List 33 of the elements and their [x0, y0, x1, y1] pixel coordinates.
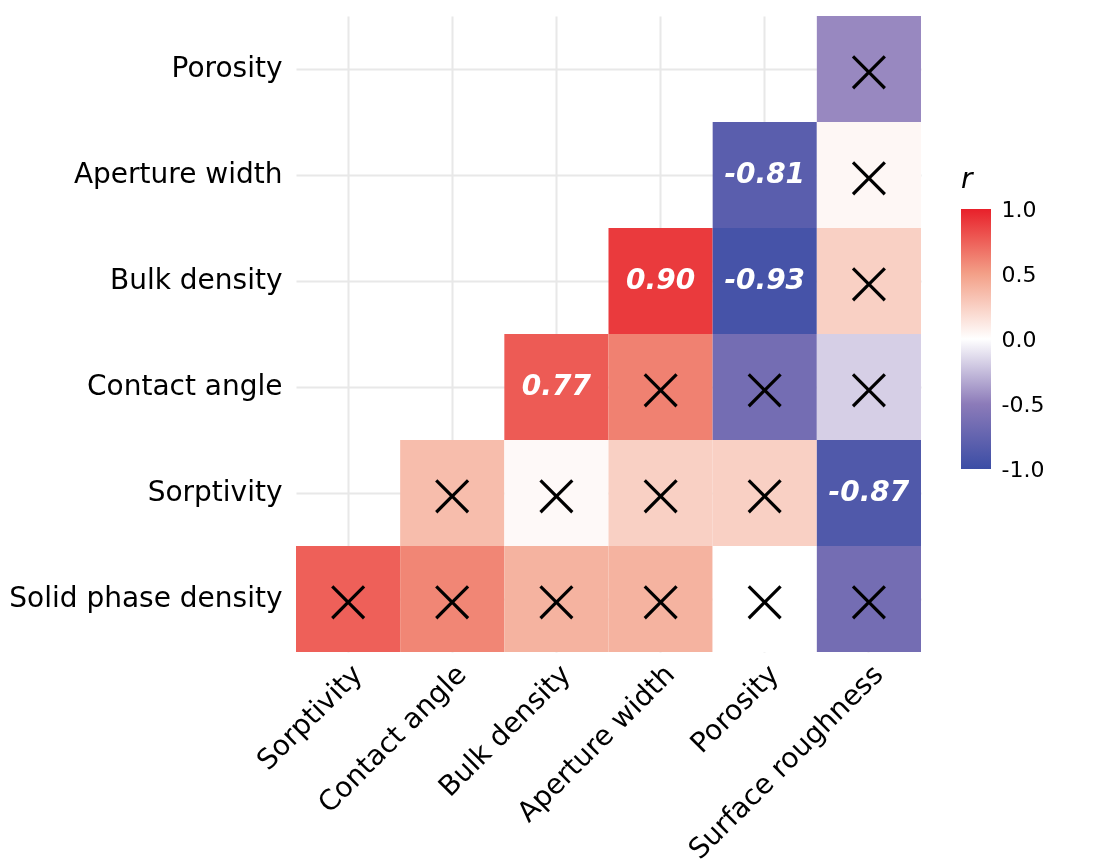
data-label: × [841, 350, 897, 427]
color-bar-label: -0.5 [1001, 391, 1045, 417]
data-label: × [841, 562, 897, 639]
color-bar-label: 1.0 [1001, 196, 1037, 222]
data-label: × [737, 350, 793, 427]
data-label: × [737, 562, 793, 639]
data-label: × [737, 456, 793, 533]
data-label: 0.77 [521, 369, 592, 402]
data-label: × [632, 350, 689, 427]
color-bar-title: r [961, 162, 974, 195]
data-label: 0.90 [626, 263, 696, 296]
data-label: × [528, 562, 585, 639]
data-label: × [424, 562, 480, 639]
color-bar-label: 0.5 [1001, 261, 1037, 287]
data-label: -0.81 [724, 157, 806, 190]
color-bar-label: 0.0 [1001, 326, 1037, 352]
y-tick-label: Solid phase density [9, 581, 283, 614]
data-label: -0.87 [828, 475, 910, 508]
data-label: × [841, 244, 897, 321]
data-label: × [841, 32, 897, 109]
data-label: × [632, 562, 689, 639]
y-tick-label: Porosity [171, 51, 283, 84]
data-label: -0.93 [724, 263, 806, 296]
data-label: × [841, 138, 897, 215]
y-tick-label: Aperture width [73, 157, 283, 190]
data-label: × [424, 456, 480, 533]
color-bar-label: -1.0 [1001, 456, 1045, 482]
data-label: × [528, 456, 585, 533]
y-tick-label: Bulk density [109, 263, 283, 296]
y-tick-label: Sorptivity [147, 475, 283, 508]
y-tick-label: Contact angle [86, 369, 283, 402]
data-label: × [320, 562, 376, 639]
data-label: × [632, 456, 689, 533]
